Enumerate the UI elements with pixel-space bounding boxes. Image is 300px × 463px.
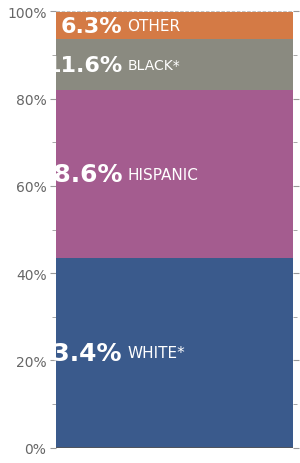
Text: HISPANIC: HISPANIC bbox=[127, 167, 198, 182]
Bar bbox=[56, 91, 293, 259]
Text: 6.3%: 6.3% bbox=[61, 17, 122, 37]
Text: 43.4%: 43.4% bbox=[36, 341, 122, 365]
Bar bbox=[56, 40, 293, 91]
Text: WHITE*: WHITE* bbox=[127, 346, 185, 361]
Text: 11.6%: 11.6% bbox=[45, 56, 122, 75]
Bar bbox=[56, 13, 293, 40]
Text: BLACK*: BLACK* bbox=[127, 58, 180, 73]
Text: 38.6%: 38.6% bbox=[36, 163, 122, 187]
Text: OTHER: OTHER bbox=[127, 19, 180, 34]
Bar bbox=[56, 259, 293, 448]
